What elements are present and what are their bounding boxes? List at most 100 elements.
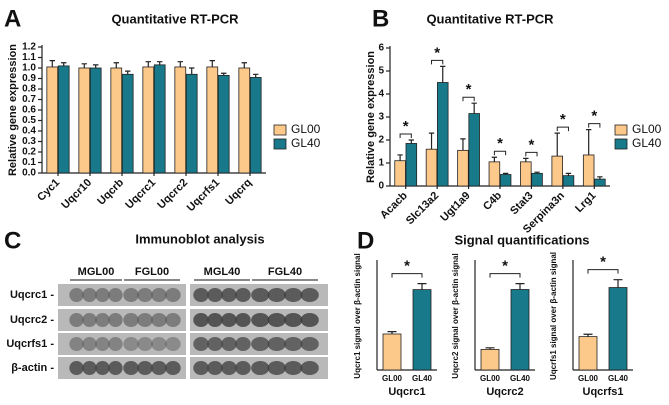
error-bar — [534, 171, 540, 174]
error-bar — [502, 172, 509, 175]
x-tick-label: GL40 — [608, 374, 629, 383]
blot-band — [95, 312, 110, 328]
blot-band — [300, 312, 319, 328]
lane-label: MGL40 — [204, 266, 241, 278]
chart-title: Quantitative RT-PCR — [426, 11, 554, 26]
significance-bracket — [431, 59, 444, 65]
bar — [394, 160, 406, 187]
blot-band — [82, 312, 97, 328]
bar — [425, 148, 438, 187]
significance-bracket — [391, 273, 423, 278]
y-tick-label: 6 — [378, 43, 384, 54]
error-bar — [460, 138, 466, 151]
bar — [480, 348, 500, 371]
bar — [608, 287, 628, 371]
blot-band — [235, 312, 251, 328]
blot-band — [82, 336, 97, 352]
blot-band — [82, 360, 97, 376]
x-tick-label: Uqcrq — [223, 177, 254, 208]
blot-band — [69, 287, 84, 303]
bar — [562, 175, 575, 187]
error-bar — [177, 61, 184, 67]
significance-star: * — [434, 44, 440, 61]
blot-band — [108, 287, 123, 303]
bar — [217, 74, 230, 174]
blot-band — [235, 360, 251, 376]
y-tick-label: 0.8 — [22, 84, 36, 95]
error-bar — [523, 157, 529, 162]
bar — [185, 73, 198, 174]
x-tick-label: GL00 — [480, 374, 501, 383]
blot-band — [108, 360, 123, 376]
bar — [551, 155, 563, 187]
x-tick-label: Uqcrb — [95, 176, 126, 207]
legend-label: GL00 — [291, 122, 321, 136]
x-tick-label: Uqcrfs1 — [185, 177, 222, 214]
error-bar — [485, 347, 495, 350]
y-tick-label: 0.4 — [22, 126, 36, 137]
significance-bracket — [462, 96, 475, 102]
bar — [46, 66, 59, 174]
blot-band — [207, 287, 223, 303]
blot-band — [151, 287, 167, 303]
y-axis-label: Uqcrc1 signal over β-actin signal — [353, 253, 362, 378]
blot-band — [300, 287, 319, 303]
y-tick-label: 1.0 — [22, 63, 36, 74]
blot-band — [235, 287, 251, 303]
lane-label: FGL40 — [268, 266, 302, 278]
error-bar — [554, 132, 560, 157]
y-tick-label: 0.6 — [22, 105, 36, 116]
significance-star: * — [502, 258, 508, 275]
lane-label: FGL00 — [135, 266, 169, 278]
error-bar — [188, 67, 195, 75]
y-axis-label: Relative gene expression — [365, 51, 377, 183]
y-tick-label: 1 — [378, 158, 384, 169]
blot-band — [284, 287, 303, 303]
blot-band — [123, 312, 139, 328]
blot-band — [251, 287, 270, 303]
blot-band — [193, 360, 209, 376]
blot-band — [151, 360, 167, 376]
blot-band — [95, 360, 110, 376]
blot-band — [267, 360, 286, 376]
blot-divider — [186, 282, 190, 381]
x-tick-label: Ugt1a9 — [438, 190, 472, 224]
bar — [121, 73, 134, 174]
blot-band — [108, 312, 123, 328]
legend-label: GL40 — [632, 136, 662, 150]
y-tick-label: 5 — [378, 66, 384, 77]
error-bar — [92, 64, 99, 68]
bar — [412, 289, 432, 371]
significance-star: * — [403, 118, 409, 135]
x-axis-label: Uqcrc1 — [388, 386, 425, 398]
bar — [249, 77, 262, 174]
y-tick-label: 0.5 — [22, 115, 36, 126]
x-tick-label: C4b — [481, 189, 504, 212]
blot-band — [207, 336, 223, 352]
error-bar — [209, 60, 216, 67]
error-bar — [124, 70, 131, 75]
blot-band — [137, 287, 153, 303]
y-tick-label: 4 — [378, 89, 384, 100]
bar — [153, 64, 166, 174]
y-tick-label: 1.1 — [22, 52, 36, 63]
panel-label: D — [357, 227, 374, 254]
blot-band — [207, 312, 223, 328]
error-bar — [49, 60, 56, 67]
bar — [110, 67, 123, 174]
error-bar — [491, 156, 498, 162]
blot-band — [137, 312, 153, 328]
bar — [510, 289, 530, 371]
significance-bracket — [525, 151, 538, 157]
y-tick-label: 0.9 — [22, 73, 36, 84]
blot-band — [123, 336, 139, 352]
blot-band — [284, 336, 303, 352]
error-bar — [586, 129, 592, 155]
blot-band — [165, 287, 181, 303]
x-tick-label: GL00 — [382, 374, 403, 383]
y-tick-label: 0.3 — [22, 136, 36, 147]
significance-star: * — [591, 108, 597, 125]
blot-band — [95, 336, 110, 352]
lane-label: MGL00 — [78, 266, 115, 278]
blot-band — [300, 336, 319, 352]
